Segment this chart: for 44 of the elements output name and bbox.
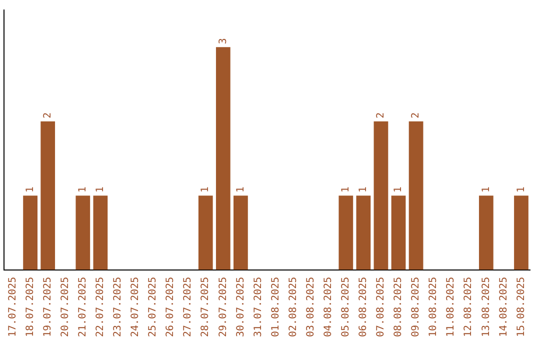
x-tick-label: 29.07.2025 (218, 276, 229, 338)
x-tick-label: 05.08.2025 (340, 276, 352, 338)
x-tick-label: 25.07.2025 (148, 276, 159, 338)
data-label: 1 (24, 186, 36, 193)
x-tick-label: 01.08.2025 (270, 276, 282, 338)
data-label: 1 (393, 186, 404, 193)
data-label: 1 (95, 186, 106, 193)
x-tick-label: 08.08.2025 (393, 276, 404, 338)
x-tick-label: 09.08.2025 (410, 276, 422, 338)
x-tick-label: 31.07.2025 (252, 276, 264, 338)
x-tick-label: 21.07.2025 (77, 276, 88, 338)
data-label: 1 (235, 186, 246, 193)
data-label: 1 (340, 186, 352, 193)
x-tick-label: 12.08.2025 (463, 276, 474, 338)
x-tick-label: 18.07.2025 (24, 276, 36, 338)
data-label: 2 (42, 112, 54, 118)
x-tick-label: 10.08.2025 (428, 276, 440, 338)
x-tick-label: 07.08.2025 (376, 276, 387, 338)
x-tick-label: 23.07.2025 (112, 276, 124, 338)
x-tick-label: 24.07.2025 (130, 276, 142, 338)
x-tick-label: 14.08.2025 (498, 276, 510, 338)
x-tick-label: 17.07.2025 (7, 276, 18, 338)
x-tick-label: 13.08.2025 (480, 276, 492, 338)
x-tick-label: 30.07.2025 (235, 276, 246, 338)
data-label: 1 (77, 186, 88, 193)
x-tick-label: 06.08.2025 (358, 276, 370, 338)
x-tick-label: 28.07.2025 (200, 276, 212, 338)
x-tick-label: 11.08.2025 (446, 276, 457, 338)
x-tick-label: 03.08.2025 (305, 276, 316, 338)
x-tick-label: 22.07.2025 (95, 276, 106, 338)
data-label: 1 (480, 186, 492, 193)
data-label: 2 (376, 112, 387, 118)
x-tick-label: 26.07.2025 (165, 276, 176, 338)
x-tick-label: 02.08.2025 (288, 276, 299, 338)
data-label: 1 (200, 186, 212, 193)
x-tick-label: 04.08.2025 (322, 276, 334, 338)
x-tick-label: 19.07.2025 (42, 276, 54, 338)
x-tick-label: 20.07.2025 (60, 276, 71, 338)
x-tick-label: 27.07.2025 (182, 276, 194, 338)
x-tick-label: 15.08.2025 (516, 276, 527, 338)
data-label: 3 (218, 38, 229, 44)
data-label: 1 (358, 186, 370, 193)
data-label: 2 (410, 112, 422, 118)
data-label: 1 (516, 186, 527, 193)
